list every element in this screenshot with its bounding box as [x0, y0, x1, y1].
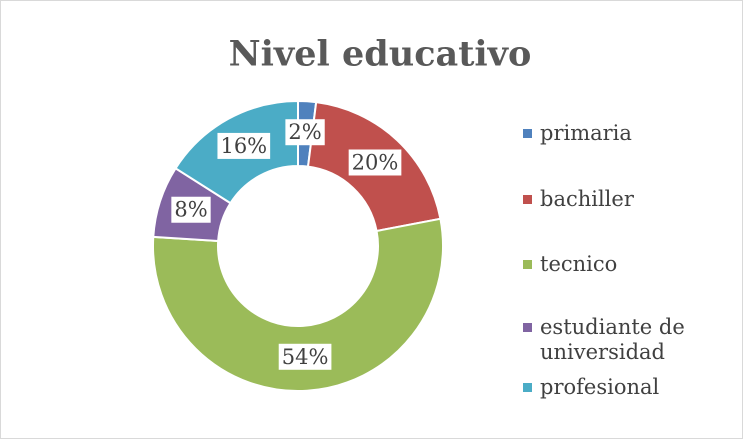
data-label-bg — [171, 196, 211, 223]
data-label-bg — [285, 119, 325, 146]
legend-label: bachiller — [540, 187, 634, 211]
legend-label: profesional — [540, 375, 660, 399]
data-label: 2% — [288, 120, 321, 144]
legend-item: primaria — [523, 121, 723, 146]
legend-item: bachiller — [523, 187, 723, 212]
data-label-bg — [278, 343, 332, 370]
chart-title: Nivel educativo — [229, 34, 532, 75]
legend-swatch — [523, 383, 532, 392]
legend-swatch — [523, 323, 532, 332]
legend-item: tecnico — [523, 252, 723, 277]
data-label: 8% — [174, 198, 207, 222]
data-label-bg — [348, 149, 402, 176]
legend-item: estudiante de universidad — [523, 315, 723, 365]
data-label: 54% — [282, 345, 329, 369]
data-label: 16% — [220, 134, 267, 158]
legend-swatch — [523, 195, 532, 204]
legend-label: primaria — [540, 121, 632, 145]
legend-label: tecnico — [540, 252, 618, 276]
donut-segment — [152, 217, 444, 392]
legend-item: profesional — [523, 375, 723, 400]
legend-swatch — [523, 260, 532, 269]
legend-swatch — [523, 129, 532, 138]
data-label-bg — [217, 132, 271, 159]
legend-label: estudiante de universidad — [540, 315, 685, 364]
data-label: 20% — [352, 150, 399, 174]
